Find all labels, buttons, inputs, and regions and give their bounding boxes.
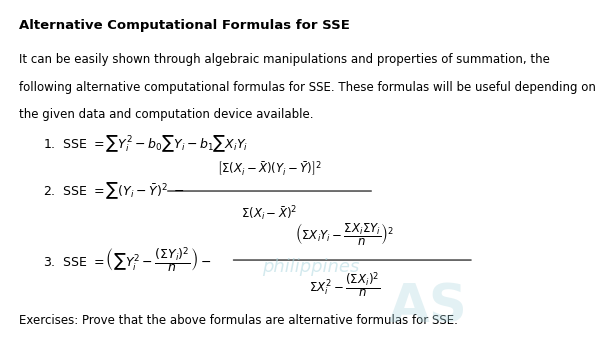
Text: $\Sigma X_i^2 - \dfrac{(\Sigma X_i)^2}{n}$: $\Sigma X_i^2 - \dfrac{(\Sigma X_i)^2}{n… [309, 270, 381, 300]
Text: Alternative Computational Formulas for SSE: Alternative Computational Formulas for S… [19, 19, 349, 32]
Text: following alternative computational formulas for SSE. These formulas will be use: following alternative computational form… [19, 81, 595, 93]
Text: It can be easily shown through algebraic manipulations and properties of summati: It can be easily shown through algebraic… [19, 53, 550, 66]
Text: philippines: philippines [262, 258, 360, 276]
Text: $\left[\Sigma(X_i - \bar{X})(Y_i - \bar{Y})\right]^2$: $\left[\Sigma(X_i - \bar{X})(Y_i - \bar{… [217, 159, 322, 177]
Text: AS: AS [388, 281, 467, 333]
Text: $\left(\Sigma X_iY_i - \dfrac{\Sigma X_i \Sigma Y_i}{n}\right)^2$: $\left(\Sigma X_iY_i - \dfrac{\Sigma X_i… [296, 222, 395, 248]
Text: 3.  SSE $= \left(\sum Y_i^2 - \dfrac{(\Sigma Y_i)^2}{n}\right) -\ $: 3. SSE $= \left(\sum Y_i^2 - \dfrac{(\Si… [43, 245, 212, 275]
Text: 1.  SSE $= \sum Y_i^2 - b_0\sum Y_i - b_1\sum X_iY_i$: 1. SSE $= \sum Y_i^2 - b_0\sum Y_i - b_1… [43, 134, 248, 154]
Text: Exercises: Prove that the above formulas are alternative formulas for SSE.: Exercises: Prove that the above formulas… [19, 314, 458, 327]
Text: the given data and computation device available.: the given data and computation device av… [19, 108, 313, 121]
Text: 2.  SSE $= \sum(Y_i - \bar{Y})^2\ -\ $: 2. SSE $= \sum(Y_i - \bar{Y})^2\ -\ $ [43, 181, 185, 201]
Text: $\Sigma(X_i - \bar{X})^2$: $\Sigma(X_i - \bar{X})^2$ [241, 205, 297, 223]
